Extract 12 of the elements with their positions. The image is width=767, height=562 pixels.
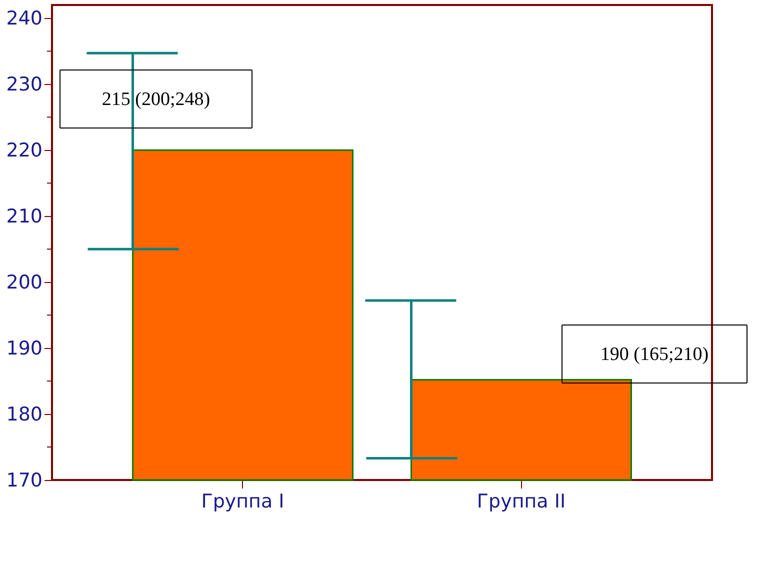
y-tick-label: 200 <box>6 272 42 294</box>
annotation: 190 (165;210) <box>600 344 709 365</box>
x-tick-label: Группа II <box>476 490 566 512</box>
y-tick-label: 220 <box>6 140 42 162</box>
y-tick-label: 180 <box>6 404 42 426</box>
annotation: 215 (200;248) <box>102 89 210 110</box>
y-tick-label: 190 <box>6 338 42 360</box>
y-tick-label: 210 <box>6 206 42 228</box>
x-tick-label: Группа I <box>201 490 284 512</box>
y-tick-label: 230 <box>6 74 42 96</box>
y-tick-label: 240 <box>6 8 42 30</box>
y-tick-label: 170 <box>6 470 42 492</box>
